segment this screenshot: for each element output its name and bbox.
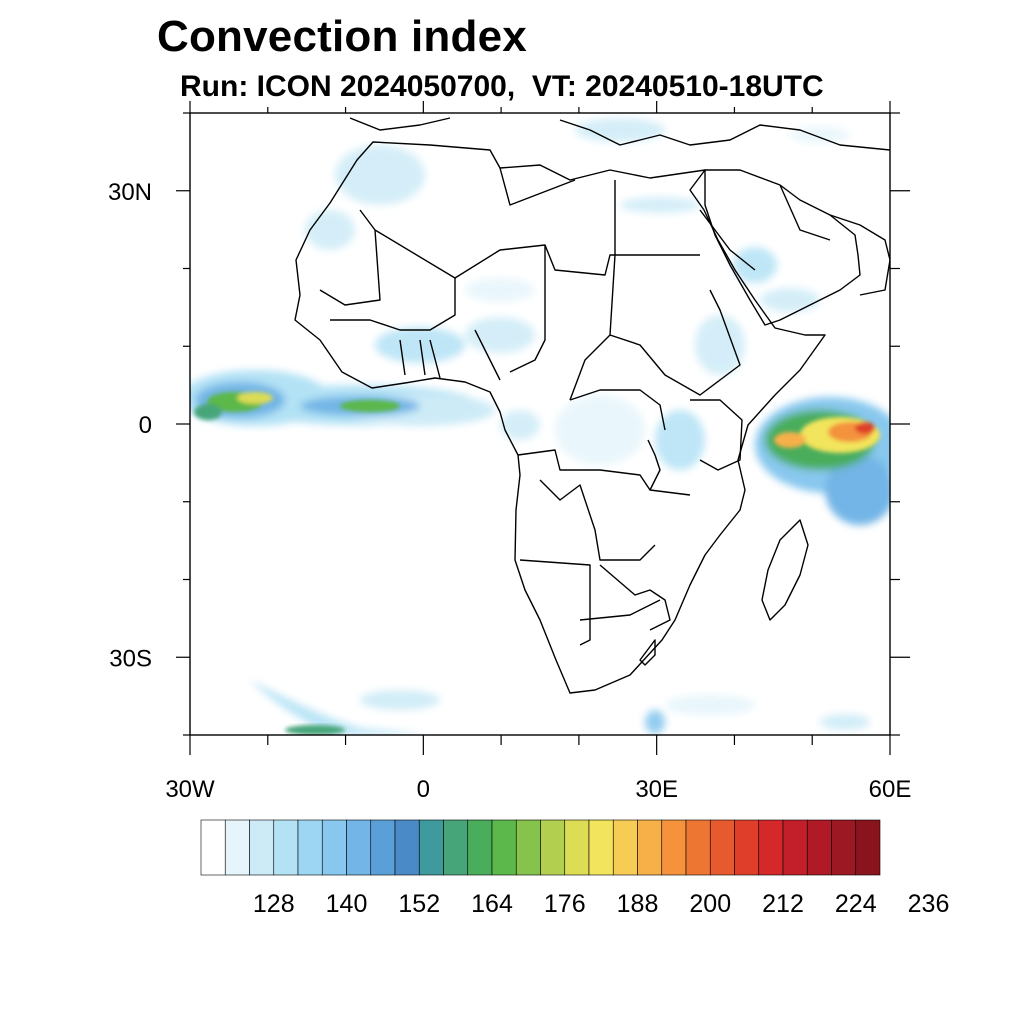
colorbar-label: 236 — [908, 890, 950, 918]
colorbar-label: 176 — [544, 890, 586, 918]
colorbar-swatch — [612, 819, 638, 876]
colorbar-swatch — [224, 819, 250, 876]
colorbar-swatch — [273, 819, 299, 876]
colorbar-swatch — [806, 819, 832, 876]
colorbar-swatch — [249, 819, 275, 876]
colorbar-swatch — [734, 819, 760, 876]
colorbar-swatch — [346, 819, 372, 876]
colorbar-swatch — [685, 819, 711, 876]
colorbar-swatch — [855, 819, 881, 876]
colorbar-swatch — [540, 819, 566, 876]
colorbar-label: 188 — [617, 890, 659, 918]
colorbar-swatch — [709, 819, 735, 876]
colorbar-swatch — [443, 819, 469, 876]
coastlines — [294, 117, 890, 694]
colorbar-label: 212 — [762, 890, 804, 918]
colorbar-swatch — [418, 819, 444, 876]
axis-tick-labels: 30W 0 30E 60E 30N 0 30S — [108, 179, 911, 803]
colorbar — [200, 819, 881, 876]
colorbar-swatch — [200, 819, 226, 876]
colorbar-swatch — [831, 819, 857, 876]
colorbar-swatch — [588, 819, 614, 876]
colorbar-swatch — [297, 819, 323, 876]
colorbar-label: 200 — [689, 890, 731, 918]
lat-tick-label: 30S — [109, 645, 152, 672]
colorbar-swatch — [564, 819, 590, 876]
map-title: Convection index — [157, 12, 527, 61]
colorbar-swatch — [758, 819, 784, 876]
colorbar-swatch — [394, 819, 420, 876]
colorbar-swatch — [782, 819, 808, 876]
colorbar-swatch — [491, 819, 517, 876]
convection-field — [190, 118, 890, 735]
lat-tick-label: 30N — [108, 179, 152, 206]
colorbar-label: 128 — [253, 890, 295, 918]
colorbar-label: 224 — [835, 890, 877, 918]
colorbar-labels: 128 140 152 164 176 188 200 212 224 236 — [253, 890, 949, 918]
colorbar-swatch — [661, 819, 687, 876]
colorbar-label: 164 — [471, 890, 513, 918]
lon-tick-label: 0 — [417, 776, 430, 803]
colorbar-swatch — [515, 819, 541, 876]
colorbar-label: 152 — [398, 890, 440, 918]
colorbar-swatch — [370, 819, 396, 876]
colorbar-swatch — [467, 819, 493, 876]
colorbar-swatch — [637, 819, 663, 876]
colorbar-swatch — [321, 819, 347, 876]
lon-tick-label: 30E — [635, 776, 678, 803]
colorbar-label: 140 — [326, 890, 368, 918]
lon-tick-label: 30W — [165, 776, 215, 803]
axis-ticks — [176, 101, 910, 755]
lat-tick-label: 0 — [139, 412, 152, 439]
map-subtitle: Run: ICON 2024050700, VT: 20240510-18UTC — [180, 70, 824, 103]
lon-tick-label: 60E — [869, 776, 912, 803]
